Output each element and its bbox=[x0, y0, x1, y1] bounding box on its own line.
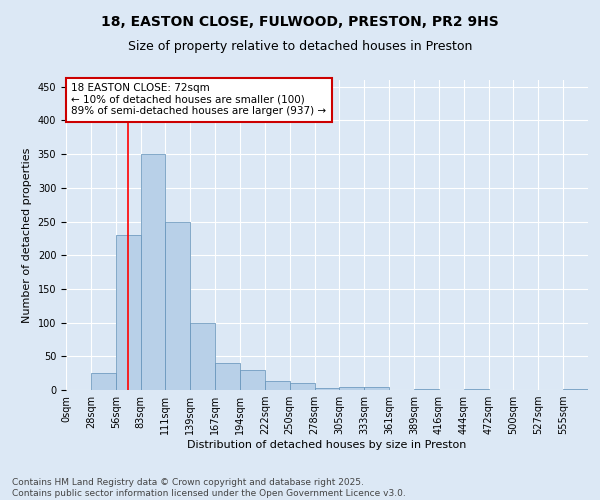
Bar bbox=[116, 235, 140, 390]
Bar bbox=[91, 373, 116, 390]
Bar bbox=[140, 154, 166, 390]
Bar bbox=[340, 386, 364, 390]
Text: 18, EASTON CLOSE, FULWOOD, PRESTON, PR2 9HS: 18, EASTON CLOSE, FULWOOD, PRESTON, PR2 … bbox=[101, 15, 499, 29]
Bar bbox=[314, 388, 340, 390]
Text: Size of property relative to detached houses in Preston: Size of property relative to detached ho… bbox=[128, 40, 472, 53]
Bar bbox=[364, 388, 389, 390]
Text: Contains HM Land Registry data © Crown copyright and database right 2025.
Contai: Contains HM Land Registry data © Crown c… bbox=[12, 478, 406, 498]
Y-axis label: Number of detached properties: Number of detached properties bbox=[22, 148, 32, 322]
Bar bbox=[464, 388, 488, 390]
Text: 18 EASTON CLOSE: 72sqm
← 10% of detached houses are smaller (100)
89% of semi-de: 18 EASTON CLOSE: 72sqm ← 10% of detached… bbox=[71, 83, 326, 116]
Bar bbox=[190, 322, 215, 390]
X-axis label: Distribution of detached houses by size in Preston: Distribution of detached houses by size … bbox=[187, 440, 467, 450]
Bar bbox=[265, 381, 290, 390]
Bar bbox=[215, 363, 240, 390]
Bar bbox=[240, 370, 265, 390]
Bar bbox=[290, 384, 314, 390]
Bar bbox=[166, 222, 190, 390]
